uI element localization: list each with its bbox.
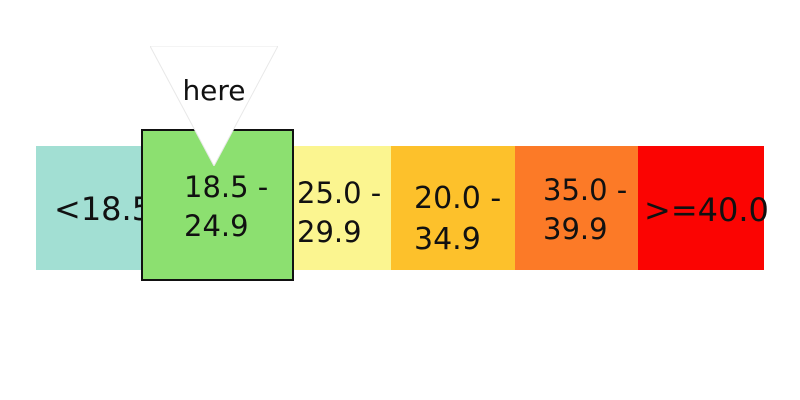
category-obese-class-2: 35.0 - 39.9 bbox=[515, 146, 639, 270]
pointer-label: here bbox=[182, 74, 246, 107]
category-label: 20.0 - 34.9 bbox=[414, 181, 502, 257]
category-obese-class-3: >=40.0 bbox=[638, 146, 769, 270]
downward-triangle-pointer-icon bbox=[150, 46, 278, 166]
category-obese-class-1: 20.0 - 34.9 bbox=[391, 146, 516, 270]
category-label: 35.0 - 39.9 bbox=[543, 173, 628, 247]
category-label: 25.0 - 29.9 bbox=[297, 176, 382, 250]
category-label: 18.5 - 24.9 bbox=[184, 170, 269, 244]
category-overweight: 25.0 - 29.9 bbox=[292, 146, 392, 270]
category-underweight: <18.5 bbox=[36, 146, 152, 270]
category-label: <18.5 bbox=[54, 190, 153, 228]
category-label: >=40.0 bbox=[644, 191, 769, 229]
pointer-marker: here bbox=[150, 46, 278, 166]
